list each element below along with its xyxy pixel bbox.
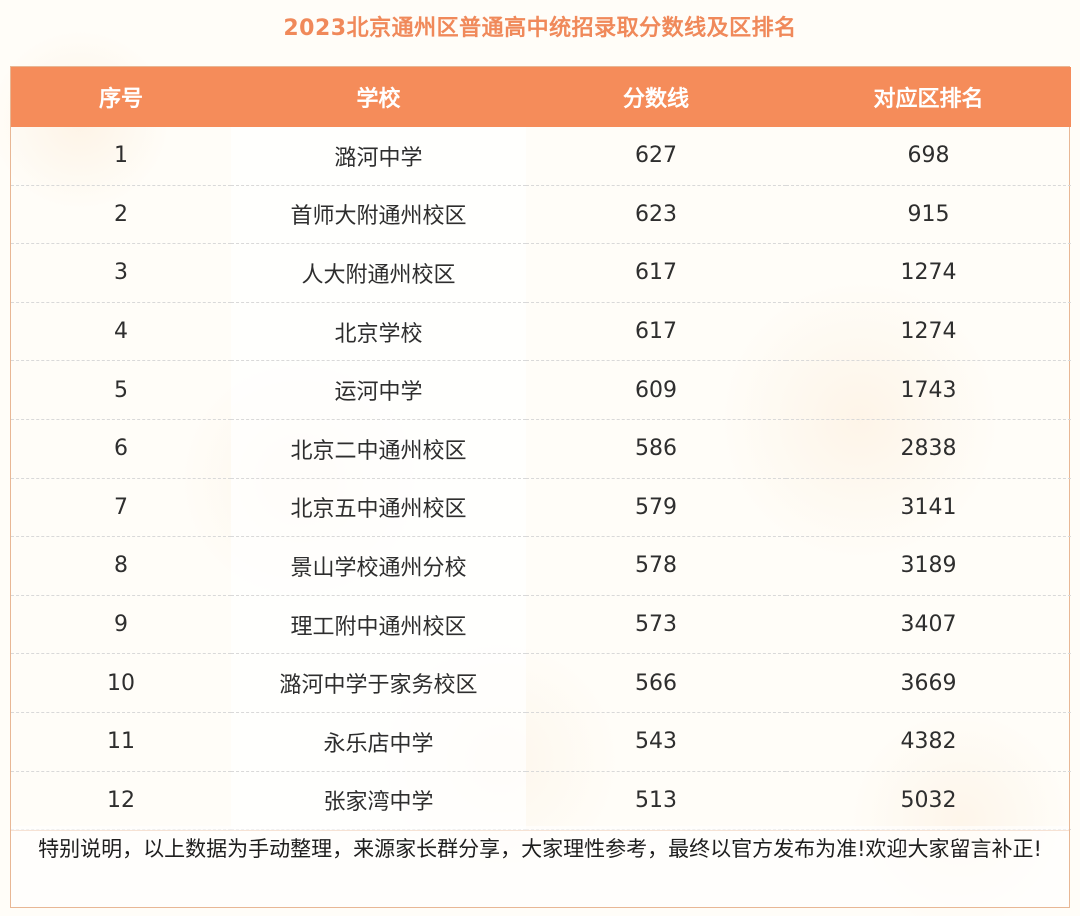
cell-score: 579	[526, 478, 786, 538]
cell-no: 5	[11, 360, 231, 420]
cell-school: 北京学校	[231, 302, 526, 362]
cell-score: 543	[526, 712, 786, 772]
cell-score: 578	[526, 536, 786, 596]
score-table: 序号 学校 分数线 对应区排名 1 潞河中学 627 698 2 首师大附通州校…	[10, 66, 1071, 832]
cell-school: 理工附中通州校区	[231, 595, 526, 655]
cell-no: 9	[11, 595, 231, 655]
table-row: 6 北京二中通州校区 586 2838	[11, 419, 1071, 479]
cell-rank: 698	[786, 127, 1071, 186]
cell-no: 11	[11, 712, 231, 772]
cell-school: 运河中学	[231, 360, 526, 420]
cell-school: 潞河中学于家务校区	[231, 653, 526, 713]
table-header-row: 序号 学校 分数线 对应区排名	[11, 67, 1071, 127]
cell-score: 566	[526, 653, 786, 713]
cell-score: 627	[526, 127, 786, 186]
table-row: 7 北京五中通州校区 579 3141	[11, 478, 1071, 538]
cell-score: 617	[526, 302, 786, 362]
table-row: 11 永乐店中学 543 4382	[11, 712, 1071, 772]
cell-rank: 5032	[786, 771, 1071, 831]
cell-rank: 3407	[786, 595, 1071, 655]
cell-score: 513	[526, 771, 786, 831]
table-row: 12 张家湾中学 513 5032	[11, 771, 1071, 831]
cell-rank: 2838	[786, 419, 1071, 479]
table-row: 9 理工附中通州校区 573 3407	[11, 595, 1071, 655]
cell-school: 景山学校通州分校	[231, 536, 526, 596]
cell-rank: 1743	[786, 360, 1071, 420]
cell-rank: 3669	[786, 653, 1071, 713]
header-no: 序号	[11, 67, 231, 127]
cell-school: 张家湾中学	[231, 771, 526, 831]
cell-rank: 3189	[786, 536, 1071, 596]
cell-score: 623	[526, 185, 786, 245]
cell-school: 潞河中学	[231, 127, 526, 186]
header-rank: 对应区排名	[786, 67, 1071, 127]
page-title: 2023北京通州区普通高中统招录取分数线及区排名	[283, 16, 797, 41]
cell-school: 北京五中通州校区	[231, 478, 526, 538]
cell-no: 10	[11, 653, 231, 713]
cell-rank: 3141	[786, 478, 1071, 538]
cell-score: 609	[526, 360, 786, 420]
cell-no: 6	[11, 419, 231, 479]
cell-no: 7	[11, 478, 231, 538]
table-row: 4 北京学校 617 1274	[11, 302, 1071, 362]
cell-rank: 1274	[786, 243, 1071, 303]
table-row: 1 潞河中学 627 698	[11, 127, 1071, 186]
table-row: 8 景山学校通州分校 578 3189	[11, 536, 1071, 596]
cell-no: 1	[11, 127, 231, 186]
cell-score: 586	[526, 419, 786, 479]
table-row: 3 人大附通州校区 617 1274	[11, 243, 1071, 303]
cell-score: 573	[526, 595, 786, 655]
disclaimer-note: 特别说明，以上数据为手动整理，来源家长群分享，大家理性参考，最终以官方发布为准!…	[10, 826, 1070, 908]
cell-no: 3	[11, 243, 231, 303]
cell-school: 人大附通州校区	[231, 243, 526, 303]
cell-no: 8	[11, 536, 231, 596]
cell-rank: 1274	[786, 302, 1071, 362]
cell-rank: 4382	[786, 712, 1071, 772]
cell-no: 2	[11, 185, 231, 245]
score-table-grid: 序号 学校 分数线 对应区排名 1 潞河中学 627 698 2 首师大附通州校…	[11, 67, 1071, 831]
cell-school: 首师大附通州校区	[231, 185, 526, 245]
cell-school: 永乐店中学	[231, 712, 526, 772]
cell-school: 北京二中通州校区	[231, 419, 526, 479]
header-score: 分数线	[526, 67, 786, 127]
cell-no: 12	[11, 771, 231, 831]
cell-no: 4	[11, 302, 231, 362]
cell-score: 617	[526, 243, 786, 303]
table-row: 2 首师大附通州校区 623 915	[11, 185, 1071, 245]
table-row: 5 运河中学 609 1743	[11, 360, 1071, 420]
cell-rank: 915	[786, 185, 1071, 245]
table-row: 10 潞河中学于家务校区 566 3669	[11, 653, 1071, 713]
header-school: 学校	[231, 67, 526, 127]
